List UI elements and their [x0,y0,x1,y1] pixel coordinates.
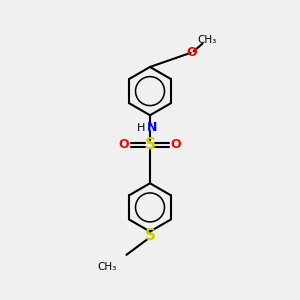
Text: N: N [147,122,157,134]
Text: O: O [171,138,181,151]
Text: S: S [145,228,155,243]
Text: S: S [145,137,155,152]
Text: H: H [137,123,146,133]
Text: O: O [187,46,197,59]
Text: CH₃: CH₃ [97,262,116,272]
Text: O: O [119,138,129,151]
Text: CH₃: CH₃ [198,35,217,46]
